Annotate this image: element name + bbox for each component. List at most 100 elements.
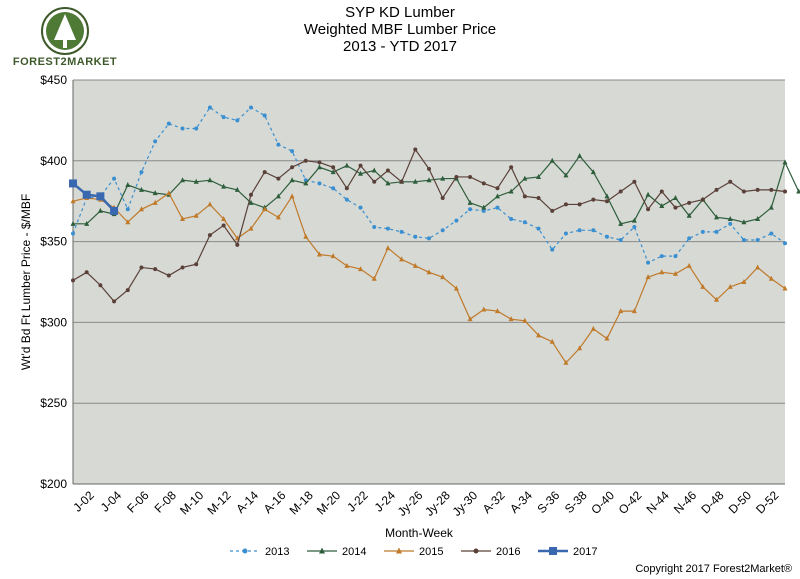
data-point bbox=[453, 285, 459, 291]
data-point bbox=[248, 199, 254, 205]
data-point bbox=[549, 338, 555, 344]
data-point bbox=[659, 203, 665, 209]
legend-label: 2017 bbox=[573, 546, 597, 558]
data-point bbox=[631, 308, 637, 314]
data-point bbox=[152, 190, 158, 196]
data-point bbox=[687, 236, 692, 241]
legend-item-2016: 2016 bbox=[461, 546, 520, 558]
data-point bbox=[536, 173, 542, 179]
data-point bbox=[242, 548, 248, 554]
data-point bbox=[358, 170, 364, 176]
data-point bbox=[550, 247, 555, 252]
data-point bbox=[700, 229, 705, 234]
data-point bbox=[550, 208, 555, 213]
x-tick-label: Jy-26 bbox=[395, 488, 426, 519]
data-point bbox=[618, 189, 623, 194]
x-axis-label: Month-Week bbox=[385, 526, 454, 540]
data-point bbox=[467, 199, 473, 205]
x-tick-label: Jy-30 bbox=[450, 488, 481, 519]
data-point bbox=[96, 192, 105, 201]
legend-label: 2015 bbox=[419, 546, 443, 558]
data-point bbox=[249, 105, 253, 110]
data-point bbox=[782, 159, 788, 165]
data-point bbox=[618, 220, 624, 226]
data-point bbox=[536, 332, 542, 338]
data-point bbox=[700, 283, 706, 289]
data-point bbox=[468, 207, 473, 212]
data-point bbox=[522, 194, 527, 199]
data-point bbox=[84, 220, 90, 226]
data-point bbox=[221, 215, 227, 221]
data-point bbox=[783, 189, 787, 194]
data-point bbox=[153, 267, 158, 272]
data-point bbox=[755, 215, 761, 221]
data-point bbox=[618, 308, 624, 314]
data-point bbox=[591, 197, 596, 202]
data-point bbox=[755, 187, 760, 192]
x-tick-label: J-02 bbox=[70, 488, 97, 515]
data-point bbox=[577, 202, 582, 207]
data-point bbox=[686, 262, 692, 268]
data-point bbox=[659, 269, 665, 275]
data-point bbox=[275, 193, 281, 199]
data-point bbox=[741, 237, 746, 242]
data-point bbox=[235, 118, 240, 123]
data-point bbox=[358, 266, 364, 272]
data-point bbox=[84, 270, 89, 275]
data-point bbox=[207, 201, 213, 207]
data-point bbox=[344, 186, 349, 191]
y-tick-label: $200 bbox=[40, 477, 67, 491]
plot-area bbox=[73, 80, 785, 484]
data-point bbox=[454, 218, 459, 223]
series-line bbox=[73, 154, 800, 225]
data-point bbox=[138, 206, 144, 212]
data-point bbox=[728, 221, 733, 226]
data-point bbox=[440, 228, 445, 233]
data-point bbox=[166, 121, 171, 126]
data-point bbox=[563, 359, 569, 365]
data-point bbox=[330, 253, 336, 259]
x-tick-label: F-08 bbox=[152, 488, 180, 516]
data-point bbox=[577, 228, 582, 233]
data-point bbox=[331, 165, 336, 170]
data-point bbox=[180, 126, 185, 131]
data-point bbox=[522, 317, 528, 323]
data-point bbox=[385, 226, 390, 231]
data-point bbox=[194, 126, 199, 131]
data-point bbox=[481, 181, 486, 186]
data-point bbox=[413, 234, 418, 239]
data-point bbox=[755, 237, 760, 242]
data-point bbox=[207, 177, 213, 183]
data-point bbox=[276, 142, 281, 147]
x-tick-label: Jy-28 bbox=[422, 488, 453, 519]
data-point bbox=[248, 225, 254, 231]
data-point bbox=[262, 206, 268, 212]
data-point bbox=[672, 270, 678, 276]
data-point bbox=[152, 199, 158, 205]
data-point bbox=[180, 177, 186, 183]
data-point bbox=[605, 234, 609, 239]
data-point bbox=[426, 177, 432, 183]
data-point bbox=[330, 169, 336, 175]
data-point bbox=[646, 207, 651, 212]
data-point bbox=[385, 180, 391, 186]
data-point bbox=[481, 204, 487, 210]
data-point bbox=[153, 139, 158, 144]
data-point bbox=[481, 306, 487, 312]
data-point bbox=[741, 189, 746, 194]
data-point bbox=[577, 345, 583, 351]
x-tick-label: J-24 bbox=[372, 488, 399, 515]
legend: 2013 2014 2015 2016 2017 bbox=[230, 546, 597, 558]
data-point bbox=[454, 174, 459, 179]
data-point bbox=[180, 215, 186, 221]
data-point bbox=[235, 242, 240, 247]
data-point bbox=[646, 260, 651, 265]
legend-label: 2013 bbox=[265, 546, 289, 558]
data-point bbox=[769, 231, 774, 236]
data-point bbox=[358, 205, 363, 210]
data-point bbox=[769, 187, 774, 192]
data-point bbox=[536, 226, 541, 231]
y-tick-label: $450 bbox=[40, 73, 67, 87]
data-point bbox=[125, 219, 131, 225]
series-layer bbox=[69, 105, 800, 365]
